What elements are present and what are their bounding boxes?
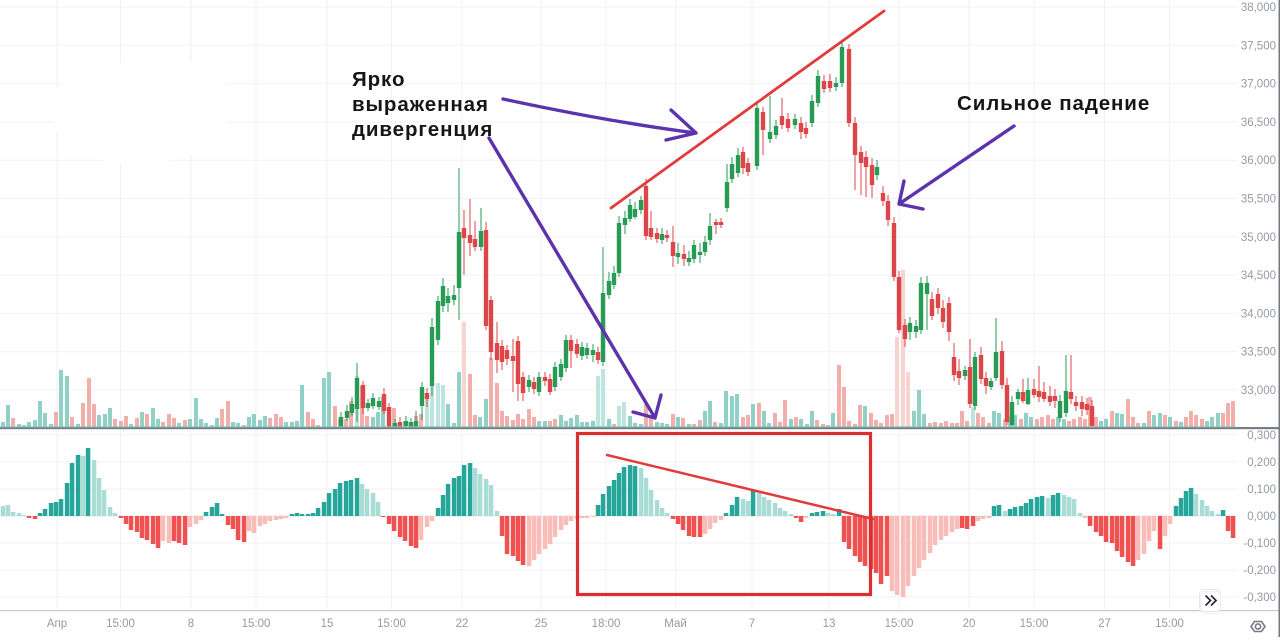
svg-text:15:00: 15:00: [1020, 618, 1049, 630]
svg-text:38,000: 38,000: [1241, 2, 1276, 14]
svg-text:20: 20: [963, 618, 976, 630]
svg-text:15:00: 15:00: [885, 618, 914, 630]
svg-text:34,000: 34,000: [1241, 308, 1276, 320]
svg-text:15:00: 15:00: [377, 618, 406, 630]
svg-text:18:00: 18:00: [592, 618, 621, 630]
svg-text:дивергенция: дивергенция: [352, 118, 493, 141]
svg-text:0,200: 0,200: [1247, 457, 1276, 469]
svg-text:35,500: 35,500: [1241, 194, 1276, 206]
svg-text:15:00: 15:00: [106, 618, 135, 630]
svg-text:15: 15: [321, 618, 334, 630]
svg-text:36,000: 36,000: [1241, 155, 1276, 167]
svg-text:34,500: 34,500: [1241, 270, 1276, 282]
svg-text:25: 25: [535, 618, 548, 630]
svg-text:22: 22: [456, 618, 469, 630]
svg-text:Апр: Апр: [47, 618, 67, 630]
svg-text:33,000: 33,000: [1241, 385, 1276, 397]
svg-text:-0,200: -0,200: [1243, 565, 1276, 577]
svg-text:Ярко: Ярко: [352, 68, 405, 91]
svg-text:37,500: 37,500: [1241, 40, 1276, 52]
svg-text:-0,100: -0,100: [1243, 538, 1276, 550]
svg-text:36,500: 36,500: [1241, 117, 1276, 129]
svg-text:8: 8: [188, 618, 194, 630]
svg-text:27: 27: [1098, 618, 1111, 630]
svg-text:13: 13: [823, 618, 836, 630]
svg-text:33,500: 33,500: [1241, 347, 1276, 359]
svg-text:7: 7: [749, 618, 755, 630]
svg-text:Май: Май: [664, 618, 687, 630]
svg-text:Сильное падение: Сильное падение: [957, 92, 1150, 115]
svg-text:35,000: 35,000: [1241, 232, 1276, 244]
svg-text:выраженная: выраженная: [352, 93, 489, 116]
svg-text:0,000: 0,000: [1247, 511, 1276, 523]
svg-text:15:00: 15:00: [242, 618, 271, 630]
svg-text:37,000: 37,000: [1241, 79, 1276, 91]
svg-text:15:00: 15:00: [1155, 618, 1184, 630]
svg-text:0,100: 0,100: [1247, 484, 1276, 496]
svg-text:0,300: 0,300: [1247, 430, 1276, 442]
svg-text:-0,300: -0,300: [1243, 592, 1276, 604]
